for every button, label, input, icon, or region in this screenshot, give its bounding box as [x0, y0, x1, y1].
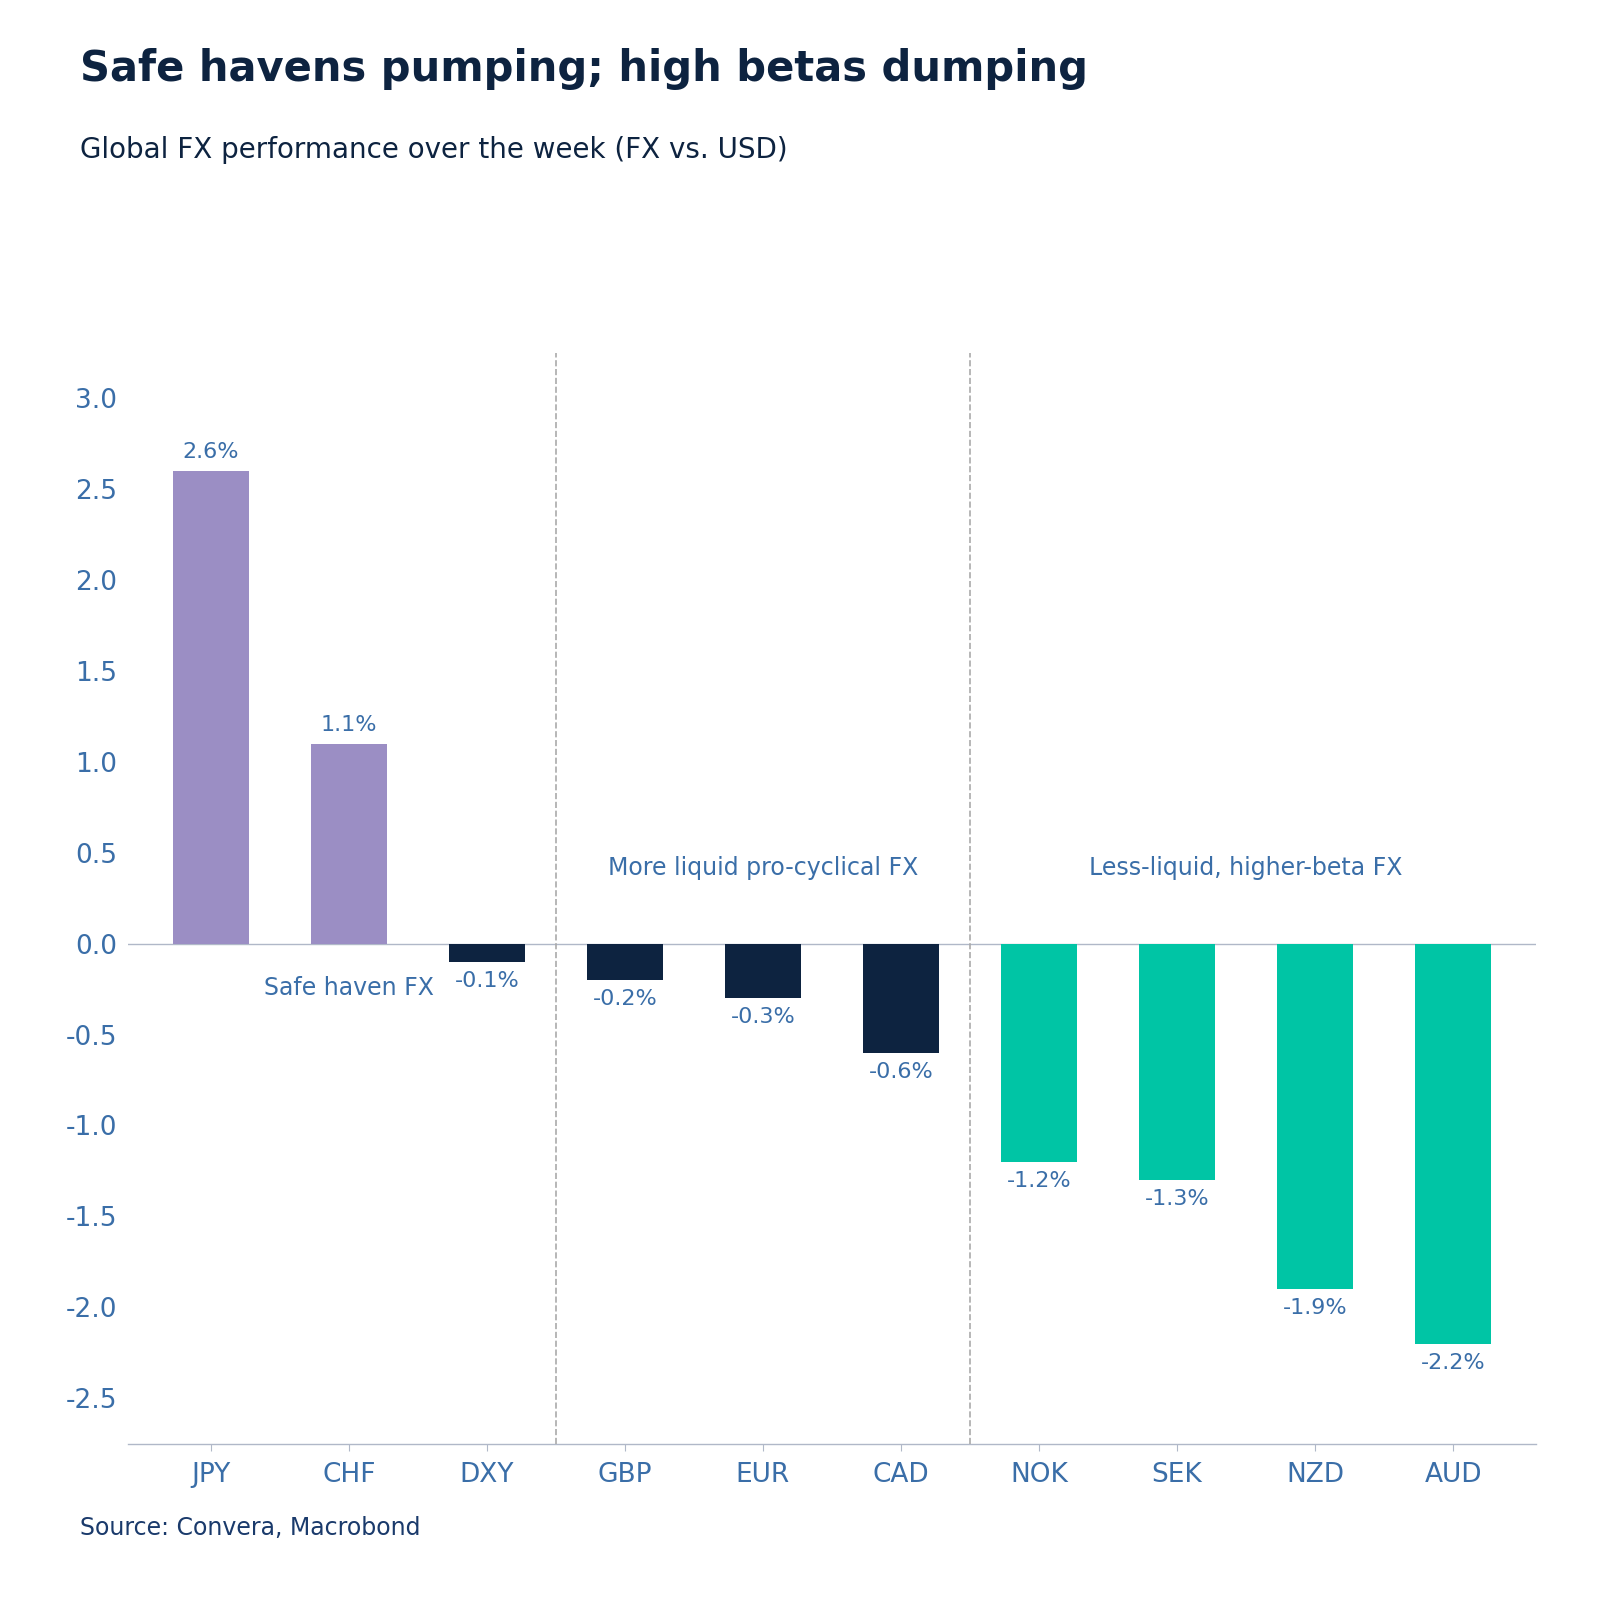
- Text: -1.2%: -1.2%: [1006, 1171, 1072, 1190]
- Text: -0.1%: -0.1%: [454, 970, 520, 991]
- Bar: [310, 744, 387, 943]
- Bar: [1277, 943, 1354, 1290]
- Text: Safe haven FX: Safe haven FX: [264, 977, 434, 1001]
- Text: -2.2%: -2.2%: [1421, 1352, 1485, 1373]
- Text: Source: Convera, Macrobond: Source: Convera, Macrobond: [80, 1516, 421, 1540]
- Text: -1.9%: -1.9%: [1283, 1298, 1347, 1318]
- Text: Global FX performance over the week (FX vs. USD): Global FX performance over the week (FX …: [80, 136, 787, 164]
- Text: 1.1%: 1.1%: [320, 715, 378, 735]
- Bar: [1002, 943, 1077, 1161]
- Text: More liquid pro-cyclical FX: More liquid pro-cyclical FX: [608, 857, 918, 881]
- Bar: [450, 943, 525, 962]
- Bar: [1416, 943, 1491, 1344]
- Text: Safe havens pumping; high betas dumping: Safe havens pumping; high betas dumping: [80, 48, 1088, 90]
- Text: -1.3%: -1.3%: [1144, 1189, 1210, 1209]
- Text: -0.6%: -0.6%: [869, 1062, 933, 1081]
- Bar: [725, 943, 802, 998]
- Text: -0.3%: -0.3%: [731, 1007, 795, 1027]
- Bar: [862, 943, 939, 1052]
- Bar: [1139, 943, 1214, 1181]
- Text: Less-liquid, higher-beta FX: Less-liquid, higher-beta FX: [1090, 857, 1403, 881]
- Text: -0.2%: -0.2%: [592, 990, 658, 1009]
- Bar: [587, 943, 662, 980]
- Bar: [173, 472, 248, 943]
- Text: 2.6%: 2.6%: [182, 443, 238, 462]
